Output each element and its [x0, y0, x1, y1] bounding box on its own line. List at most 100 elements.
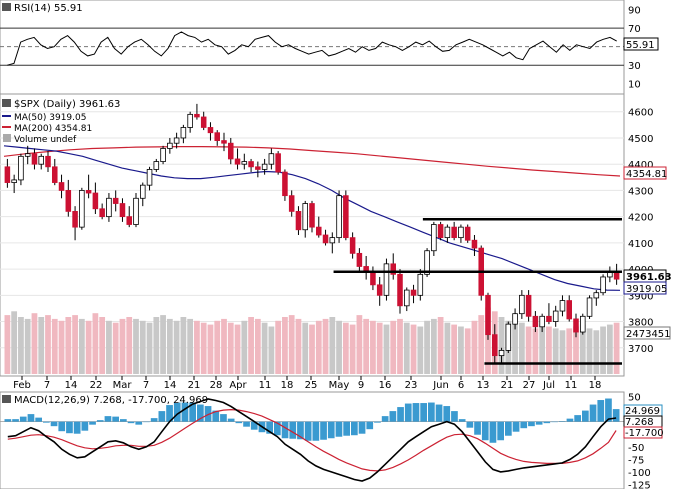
macd-histogram-bar: [597, 400, 605, 422]
candle-body: [444, 226, 451, 239]
macd-histogram-bar: [574, 415, 581, 422]
volume-bar: [410, 324, 417, 374]
macd-histogram-bar: [512, 421, 520, 432]
macd-histogram-bar: [89, 421, 96, 425]
candle-body: [180, 127, 187, 139]
candle-body: [133, 197, 139, 225]
candle-body: [343, 195, 349, 239]
macd-histogram-bar: [304, 421, 312, 441]
macd-line: [7, 398, 617, 482]
macd-histogram-bar: [19, 416, 27, 422]
volume-bar: [444, 322, 451, 374]
volume-bar: [579, 324, 586, 374]
rsi-tick-label: 30: [628, 61, 641, 72]
macd-layer: [4, 398, 620, 482]
macd-histogram-bar: [150, 418, 158, 422]
macd-histogram-bar: [589, 404, 597, 422]
macd-hist-value: 24.969: [625, 406, 660, 417]
candle-body: [106, 197, 112, 218]
ma200-legend: MA(200) 4354.81: [14, 124, 92, 134]
volume-bar: [45, 315, 51, 374]
candle-body: [45, 155, 51, 168]
candle-body: [390, 263, 397, 275]
macd-tick-label: -100: [628, 468, 651, 479]
volume-bar: [173, 320, 180, 374]
candle-body: [261, 163, 268, 170]
price-tick-label: 4600: [628, 108, 653, 119]
candle-body: [167, 142, 173, 149]
volume-bar: [518, 322, 525, 374]
volume-bar: [268, 326, 275, 374]
candle-body: [451, 226, 457, 239]
macd-tick-label: -50: [628, 443, 644, 454]
candle-body: [268, 153, 275, 165]
candle-body: [282, 171, 288, 197]
candle-body: [214, 132, 221, 141]
x-tick-label: 16: [379, 380, 392, 391]
candle-body: [437, 224, 444, 239]
volume-bar: [85, 320, 92, 374]
candle-body: [52, 166, 58, 183]
x-tick-label: 14: [65, 380, 78, 391]
macd-tick-label: 50: [628, 393, 641, 404]
macd-histogram-bar: [535, 421, 543, 425]
macd-histogram-bar: [58, 421, 66, 432]
volume-bar: [403, 322, 410, 374]
candle-body: [200, 116, 207, 128]
x-tick-label: 28: [210, 380, 223, 391]
volume-bar: [356, 315, 363, 374]
rsi-tick-label: 90: [628, 6, 641, 17]
candle-body: [58, 182, 65, 191]
macd-histogram-bar: [120, 419, 127, 422]
candle-body: [119, 203, 126, 218]
macd-histogram-bar: [243, 421, 250, 427]
volume-bar: [261, 322, 268, 374]
candle-body: [241, 161, 248, 165]
macd-histogram-bar: [458, 419, 466, 422]
volume-bar: [248, 317, 254, 374]
macd-histogram-bar: [4, 419, 12, 422]
macd-histogram-bar: [505, 421, 512, 436]
macd-histogram-bar: [281, 421, 289, 439]
macd-histogram-bar: [612, 409, 620, 422]
volume-bar: [546, 326, 552, 374]
volume-bar: [295, 318, 302, 374]
macd-histogram-bar: [220, 414, 227, 422]
volume-bar: [390, 320, 397, 374]
volume-bar: [214, 320, 221, 374]
volume-bar: [437, 317, 444, 374]
candle-body: [99, 208, 105, 218]
volume-bar: [586, 328, 593, 374]
x-tick-label: 21: [188, 380, 201, 391]
x-tick-label: Jul: [542, 380, 555, 391]
macd-histogram-bar: [266, 421, 273, 434]
volume-bar: [112, 322, 119, 374]
volume-bar: [424, 320, 430, 374]
candle-body: [349, 237, 356, 254]
volume-bar: [11, 311, 18, 374]
price-legend: $SPX (Daily) 3961.63 MA(50) 3919.05 MA(2…: [2, 99, 120, 145]
volume-bar: [498, 317, 505, 374]
ma50-line: [3, 145, 621, 291]
volume-bar: [417, 326, 424, 374]
volume-bar: [397, 318, 403, 374]
candle-body: [498, 349, 505, 357]
volume-bar: [207, 324, 214, 374]
candle-body: [255, 166, 261, 170]
candle-body: [112, 197, 119, 204]
macd-histogram-bar: [351, 421, 358, 436]
macd-histogram-bar: [235, 421, 243, 424]
volume-bar: [383, 324, 390, 374]
macd-histogram-bar: [166, 405, 173, 422]
macd-histogram-bar: [381, 416, 389, 422]
moving-average-layer: [3, 145, 621, 291]
volume-bar: [200, 322, 207, 374]
macd-histogram-bar: [312, 421, 320, 441]
candle-body: [72, 210, 78, 228]
macd-tick-label: -125: [628, 480, 651, 489]
volume-bar: [485, 307, 491, 374]
macd-histogram-bar: [443, 406, 451, 422]
macd-histogram-bar: [212, 410, 220, 422]
x-tick-label: 11: [259, 380, 272, 391]
x-tick-label: 22: [90, 380, 103, 391]
